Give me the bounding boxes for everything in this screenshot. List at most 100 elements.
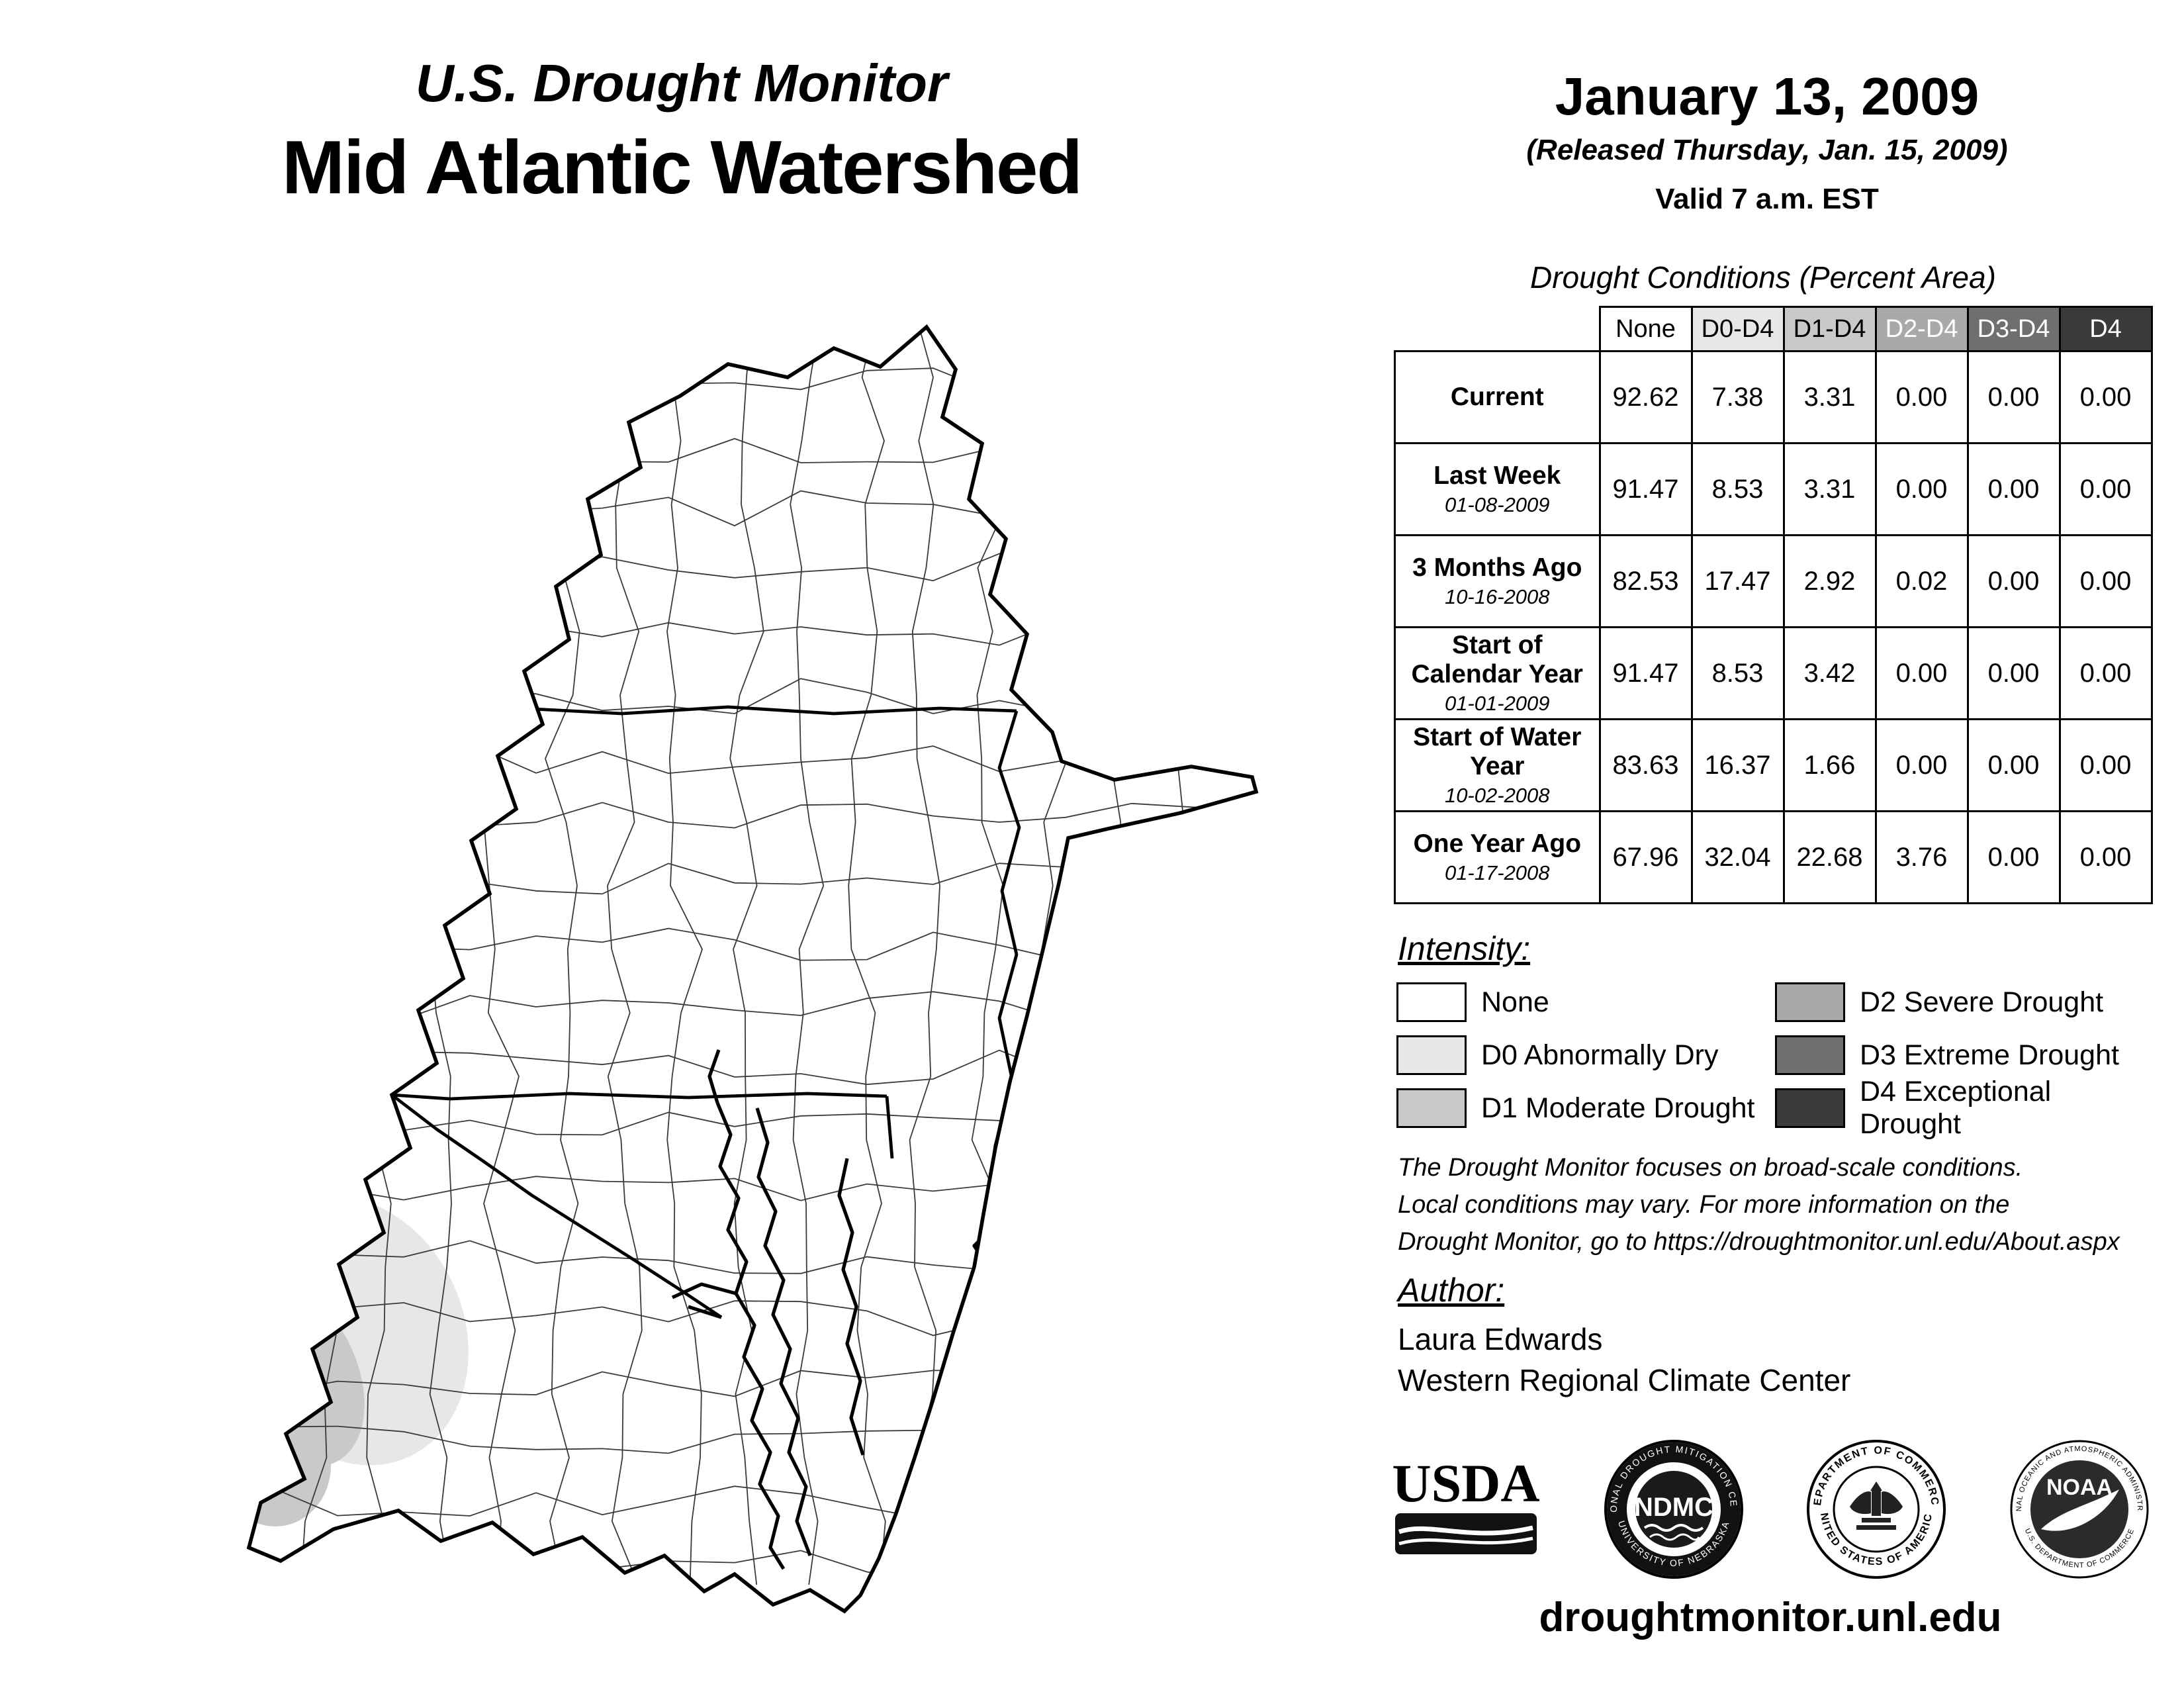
row-label: Current — [1394, 350, 1601, 444]
author-org: Western Regional Climate Center — [1398, 1363, 1851, 1397]
legend-item: D1 Moderate Drought — [1396, 1082, 1775, 1135]
table-cell: 0.00 — [2058, 810, 2153, 904]
legend-swatch — [1775, 982, 1845, 1022]
table-cell: 3.31 — [1782, 350, 1877, 444]
table-cell: 0.00 — [2058, 442, 2153, 536]
legend-item: D0 Abnormally Dry — [1396, 1029, 1775, 1082]
row-label: One Year Ago 01-17-2008 — [1394, 810, 1601, 904]
legend-item: None — [1396, 976, 1775, 1029]
commerce-eagle-emblem — [1850, 1481, 1903, 1530]
table-cell: 0.02 — [1874, 534, 1969, 628]
table-cell: 32.04 — [1690, 810, 1785, 904]
row-label: Start of Calendar Year 01-01-2009 — [1394, 626, 1601, 720]
column-header: D0-D4 — [1690, 306, 1785, 352]
table-row: Current 92.62 7.38 3.31 0.00 0.00 0.00 — [1394, 350, 2153, 444]
legend-label: D1 Moderate Drought — [1481, 1092, 1755, 1124]
table-cell: 0.00 — [1966, 810, 2061, 904]
blank-header-cell — [1394, 306, 1600, 352]
noaa-wordmark: NOAA — [2046, 1475, 2113, 1500]
table-cell: 17.47 — [1690, 534, 1785, 628]
intensity-legend: None D0 Abnormally Dry D1 Moderate Drought… — [1396, 976, 2151, 1140]
table-cell: 0.00 — [2058, 626, 2153, 720]
table-cell: 0.00 — [1874, 350, 1969, 444]
table-cell: 0.00 — [2058, 718, 2153, 812]
table-cell: 0.00 — [1874, 718, 1969, 812]
table-cell: 7.38 — [1690, 350, 1785, 444]
table-title: Drought Conditions (Percent Area) — [1530, 260, 1996, 295]
page-title: Mid Atlantic Watershed — [282, 126, 1083, 210]
table-row: Start of Water Year 10-02-2008 83.63 16.37 1… — [1394, 718, 2153, 812]
table-row: One Year Ago 01-17-2008 67.96 32.04 22.68 3.7… — [1394, 810, 2153, 904]
author-heading: Author: — [1398, 1272, 1505, 1309]
agency-logos: USDA NATIONAL DROUGHT MITIGATION CENTER … — [1390, 1430, 2151, 1589]
drought-table-header-row: None D0-D4 D1-D4 D2-D4 D3-D4 D4 — [1394, 306, 2153, 352]
legend-item: D2 Severe Drought — [1775, 976, 2146, 1029]
table-cell: 0.00 — [1966, 350, 2061, 444]
watershed-map — [132, 311, 1264, 1622]
table-cell: 1.66 — [1782, 718, 1877, 812]
table-row: Last Week 01-08-2009 91.47 8.53 3.31 0.00 0.00… — [1394, 442, 2153, 536]
table-cell: 82.53 — [1598, 534, 1693, 628]
table-cell: 0.00 — [1966, 626, 2061, 720]
report-date: January 13, 2009 — [1555, 67, 1979, 126]
table-row: Start of Calendar Year 01-01-2009 91.47 8.5… — [1394, 626, 2153, 720]
column-header: None — [1598, 306, 1693, 352]
legend-label: D4 Exceptional Drought — [1860, 1076, 2052, 1140]
table-cell: 0.00 — [1874, 442, 1969, 536]
legend-item: D3 Extreme Drought — [1775, 1029, 2146, 1082]
row-label: Last Week 01-08-2009 — [1394, 442, 1601, 536]
table-cell: 22.68 — [1782, 810, 1877, 904]
table-cell: 3.31 — [1782, 442, 1877, 536]
intensity-heading: Intensity: — [1398, 930, 1531, 967]
commerce-logo: DEPARTMENT OF COMMERCE UNITED STATES OF … — [1807, 1440, 1946, 1579]
table-cell: 0.00 — [1966, 534, 2061, 628]
column-header: D1-D4 — [1782, 306, 1877, 352]
legend-label: D0 Abnormally Dry — [1481, 1039, 1719, 1071]
usda-logo: USDA — [1392, 1453, 1540, 1554]
legend-swatch — [1775, 1088, 1845, 1128]
table-cell: 16.37 — [1690, 718, 1785, 812]
table-cell: 83.63 — [1598, 718, 1693, 812]
drought-conditions-table: None D0-D4 D1-D4 D2-D4 D3-D4 D4 Current 92.62 7… — [1394, 306, 2153, 904]
column-header: D4 — [2058, 306, 2153, 352]
valid-time: Valid 7 a.m. EST — [1655, 183, 1879, 215]
table-cell: 0.00 — [2058, 350, 2153, 444]
date-block: January 13, 2009 (Released Thursday, Jan… — [1403, 66, 2131, 216]
table-cell: 3.42 — [1782, 626, 1877, 720]
column-header: D2-D4 — [1874, 306, 1969, 352]
table-cell: 8.53 — [1690, 626, 1785, 720]
ndmc-logo: NATIONAL DROUGHT MITIGATION CENTER UNIVE… — [1604, 1440, 1743, 1579]
column-header: D3-D4 — [1966, 306, 2061, 352]
noaa-bird-icon — [2040, 1489, 2119, 1531]
table-cell: 0.00 — [2058, 534, 2153, 628]
table-cell: 91.47 — [1598, 442, 1693, 536]
table-cell: 3.76 — [1874, 810, 1969, 904]
report-name: U.S. Drought Monitor — [415, 54, 948, 113]
table-cell: 67.96 — [1598, 810, 1693, 904]
legend-item: D4 Exceptional Drought — [1775, 1076, 2146, 1140]
table-cell: 91.47 — [1598, 626, 1693, 720]
released-date: (Released Thursday, Jan. 15, 2009) — [1526, 134, 2008, 166]
table-cell: 0.00 — [1874, 626, 1969, 720]
title-block: U.S. Drought Monitor Mid Atlantic Waters… — [146, 53, 1218, 211]
legend-swatch — [1775, 1035, 1845, 1075]
legend-label: D3 Extreme Drought — [1860, 1039, 2119, 1071]
row-label: Start of Water Year 10-02-2008 — [1394, 718, 1601, 812]
legend-label: D2 Severe Drought — [1860, 986, 2104, 1018]
disclaimer-text: The Drought Monitor focuses on broad-sca… — [1398, 1154, 2120, 1256]
legend-swatch — [1396, 1035, 1467, 1075]
table-cell: 92.62 — [1598, 350, 1693, 444]
table-cell: 0.00 — [1966, 442, 2061, 536]
table-row: 3 Months Ago 10-16-2008 82.53 17.47 2.92 0.02… — [1394, 534, 2153, 628]
drought-table-body: Current 92.62 7.38 3.31 0.00 0.00 0.00 Last Wee… — [1394, 350, 2153, 904]
usda-wordmark: USDA — [1392, 1453, 1539, 1513]
row-label: 3 Months Ago 10-16-2008 — [1394, 534, 1601, 628]
table-cell: 0.00 — [1966, 718, 2061, 812]
legend-label: None — [1481, 986, 1549, 1018]
noaa-logo: NATIONAL OCEANIC AND ATMOSPHERIC ADMINIS… — [2010, 1440, 2149, 1579]
legend-swatch — [1396, 982, 1467, 1022]
author-name: Laura Edwards — [1398, 1322, 1603, 1356]
legend-swatch — [1396, 1088, 1467, 1128]
site-url[interactable]: droughtmonitor.unl.edu — [1539, 1595, 2002, 1640]
